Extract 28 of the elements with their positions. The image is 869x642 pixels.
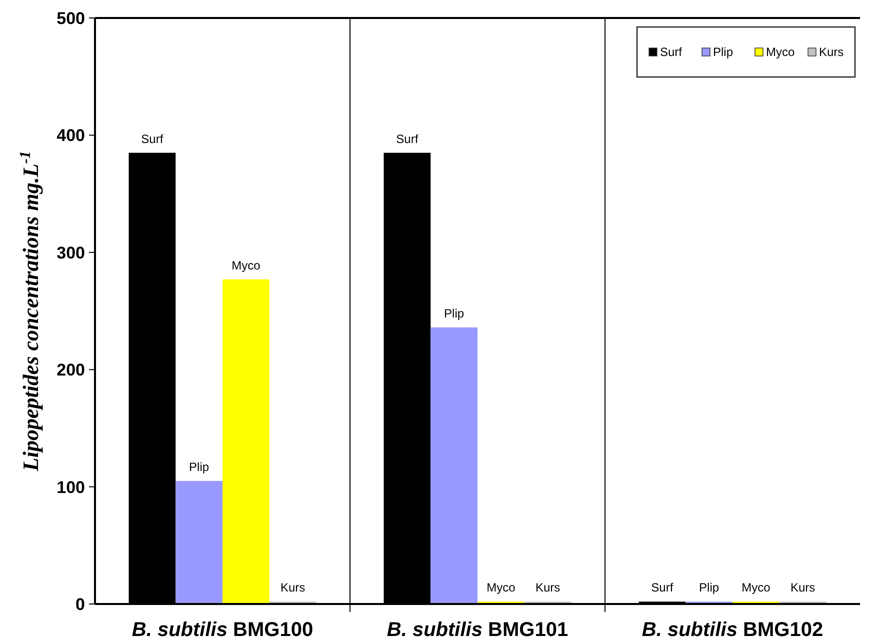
legend-label: Kurs xyxy=(819,45,844,59)
text: Myco xyxy=(486,580,516,595)
text: Myco xyxy=(232,258,260,272)
y-tick-label: 100 xyxy=(56,478,85,497)
y-tick-label: 200 xyxy=(56,360,85,380)
text: Surf xyxy=(141,132,164,146)
legend-label: Myco xyxy=(766,45,795,59)
y-tick-label: 500 xyxy=(56,8,85,28)
text: Myco xyxy=(742,580,770,595)
text: Surf xyxy=(396,132,418,146)
bar xyxy=(430,327,478,604)
text: Plip xyxy=(444,306,464,320)
x-tick-label: B. subtilis BMG101 xyxy=(386,619,568,641)
text: Kurs xyxy=(790,580,816,595)
text: Kurs xyxy=(535,580,560,595)
y-tick-label: 0 xyxy=(76,594,85,614)
legend-label: Plip xyxy=(713,45,734,59)
y-tick-label: 400 xyxy=(56,126,85,146)
bar xyxy=(222,279,270,604)
x-tick-label: B. subtilis BMG100 xyxy=(132,619,314,641)
text: Plip xyxy=(699,580,720,595)
y-tick-label: 300 xyxy=(56,243,85,262)
text: Plip xyxy=(189,460,210,474)
x-tick-label: B. subtilis BMG102 xyxy=(642,619,824,641)
text: Kurs xyxy=(280,580,306,595)
text: Surf xyxy=(651,580,674,595)
bar xyxy=(176,480,222,604)
legend-label: Surf xyxy=(660,45,683,59)
